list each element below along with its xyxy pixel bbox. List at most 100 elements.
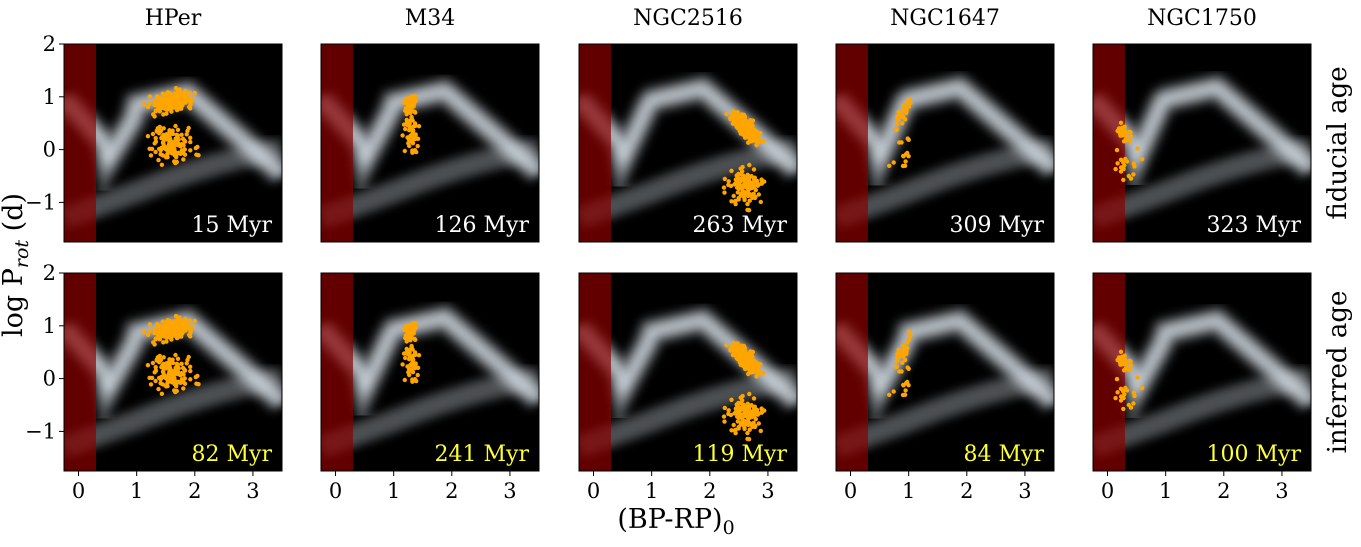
- star-point: [182, 152, 188, 157]
- star-point: [1132, 393, 1137, 399]
- star-point: [172, 382, 177, 387]
- star-point: [722, 419, 727, 424]
- star-point: [901, 104, 906, 109]
- star-point: [410, 360, 415, 365]
- x-tick-label: 1: [645, 479, 658, 503]
- excluded-color-band: [321, 273, 353, 471]
- star-point: [746, 416, 751, 422]
- panel: [321, 273, 539, 471]
- x-tick-label: 3: [246, 479, 259, 503]
- density-ridge: [579, 86, 797, 172]
- star-point: [741, 345, 747, 351]
- y-axis-label: log Prot (d): [0, 193, 33, 337]
- star-point: [170, 103, 175, 109]
- star-point: [188, 377, 193, 382]
- star-point: [173, 313, 179, 319]
- star-point: [1113, 166, 1118, 172]
- star-point: [738, 362, 743, 367]
- inferred-age-label: 84 Myr: [964, 442, 1045, 467]
- star-point: [750, 349, 756, 355]
- star-point: [413, 361, 418, 366]
- excluded-color-band: [836, 44, 868, 242]
- star-point: [406, 141, 411, 146]
- density-ridge: [321, 315, 539, 401]
- star-point: [735, 190, 740, 195]
- x-tick-label: 2: [188, 479, 201, 503]
- star-point: [731, 114, 736, 119]
- star-point: [415, 143, 420, 149]
- star-point: [736, 400, 741, 406]
- star-point: [1118, 349, 1124, 354]
- density-ridge: [836, 138, 1054, 229]
- star-point: [901, 382, 906, 388]
- star-point: [899, 369, 904, 374]
- star-point: [747, 162, 752, 168]
- star-point: [411, 124, 416, 129]
- star-point: [171, 143, 176, 148]
- star-point: [176, 141, 181, 147]
- star-point: [193, 145, 198, 151]
- star-point: [160, 328, 165, 333]
- x-tick-label: 0: [587, 479, 600, 503]
- star-point: [1131, 401, 1136, 406]
- star-point: [402, 377, 407, 383]
- x-tick-label: 2: [445, 479, 458, 503]
- panel-frame: [320, 272, 540, 472]
- star-point: [736, 197, 741, 202]
- star-point: [411, 353, 416, 358]
- star-point: [169, 337, 174, 342]
- star-point: [159, 162, 165, 167]
- star-point: [1128, 405, 1134, 410]
- star-point: [1128, 363, 1134, 368]
- star-point: [176, 89, 181, 94]
- density-ridge: [836, 318, 1054, 404]
- star-point: [158, 380, 163, 386]
- star-point: [181, 326, 187, 332]
- star-point: [1128, 130, 1133, 135]
- star-point: [171, 372, 176, 377]
- star-point: [748, 130, 753, 135]
- panel: [1093, 273, 1311, 471]
- star-point: [410, 131, 415, 136]
- star-point: [409, 335, 414, 340]
- star-point: [402, 148, 407, 154]
- star-point: [1124, 159, 1130, 164]
- star-point: [739, 356, 744, 361]
- star-point: [759, 181, 764, 186]
- star-point: [739, 125, 744, 130]
- star-point: [745, 430, 750, 436]
- star-point: [746, 140, 751, 145]
- star-point: [741, 194, 747, 199]
- x-tick-label: 0: [72, 479, 85, 503]
- star-point: [154, 358, 159, 363]
- star-point: [400, 133, 405, 138]
- star-point: [741, 423, 747, 428]
- star-point: [758, 199, 763, 205]
- x-tick-label: 1: [130, 479, 143, 503]
- star-point: [721, 414, 727, 419]
- star-point: [184, 361, 189, 366]
- panel-frame: [578, 43, 798, 243]
- star-point: [415, 372, 420, 378]
- star-point: [755, 371, 760, 376]
- star-point: [1114, 147, 1120, 153]
- star-point: [887, 163, 892, 168]
- star-point: [169, 129, 174, 134]
- star-point: [178, 151, 183, 156]
- star-point: [156, 106, 161, 112]
- star-point: [165, 90, 170, 95]
- excluded-color-band: [836, 273, 868, 471]
- star-point: [188, 148, 193, 153]
- star-point: [409, 343, 414, 349]
- star-point: [182, 376, 187, 381]
- star-point: [1115, 390, 1120, 395]
- star-point: [751, 396, 757, 401]
- star-point: [160, 369, 166, 374]
- panel: [64, 273, 282, 471]
- star-point: [173, 365, 178, 370]
- y-tick-label: 2: [43, 32, 56, 56]
- star-point: [155, 322, 160, 327]
- star-point: [163, 155, 169, 160]
- star-point: [161, 126, 166, 131]
- star-point: [176, 316, 181, 322]
